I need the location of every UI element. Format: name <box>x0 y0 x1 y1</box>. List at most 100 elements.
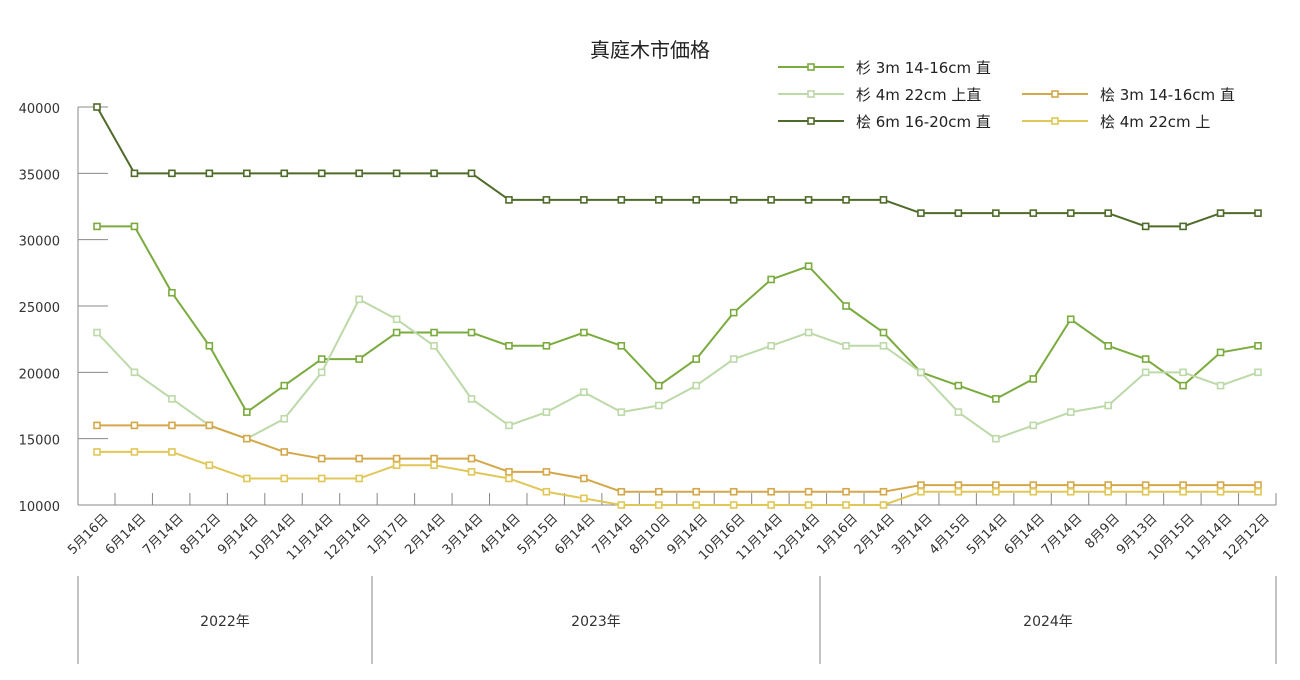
data-point <box>580 388 588 397</box>
series-4 <box>93 421 1262 496</box>
data-point <box>93 222 101 231</box>
data-point <box>243 408 251 416</box>
data-point <box>205 461 214 470</box>
data-point <box>542 196 551 204</box>
data-point <box>617 487 626 496</box>
x-tick-label: 8月10日 <box>627 511 674 558</box>
data-point <box>1216 487 1225 496</box>
x-tick-label: 1月17日 <box>365 511 412 558</box>
data-point <box>617 341 626 350</box>
series-line <box>97 450 1258 506</box>
data-point <box>1216 481 1225 489</box>
data-point <box>130 169 139 178</box>
data-point <box>430 169 438 178</box>
data-point <box>1254 368 1262 377</box>
data-point <box>804 196 813 204</box>
data-point <box>317 454 326 463</box>
data-point <box>1216 381 1225 390</box>
data-point <box>954 209 963 217</box>
data-point <box>505 421 513 430</box>
data-point <box>729 308 738 317</box>
year-groups: 2022年 2023年 2024年 <box>77 576 1277 664</box>
data-point <box>280 448 289 456</box>
data-point <box>767 501 775 509</box>
data-point <box>93 448 101 456</box>
data-point <box>804 501 813 509</box>
data-point <box>617 408 626 416</box>
data-point <box>842 487 850 496</box>
data-point <box>1179 487 1187 496</box>
data-point <box>467 454 476 463</box>
data-point <box>992 395 1000 403</box>
data-point <box>917 481 925 489</box>
data-point <box>1104 209 1112 217</box>
data-point <box>617 196 626 204</box>
data-point <box>467 169 476 178</box>
x-tick-label: 5月16日 <box>65 511 112 558</box>
data-point <box>168 421 176 430</box>
data-point <box>1066 209 1075 217</box>
legend-marker <box>807 63 815 71</box>
data-point <box>392 461 401 470</box>
data-point <box>355 295 363 304</box>
data-point <box>467 328 476 337</box>
series-5 <box>93 448 1262 509</box>
x-tick-label: 8月12日 <box>178 511 225 558</box>
legend-item: 杉 3m 14-16cm 直 <box>778 59 991 77</box>
legend: 杉 3m 14-16cm 直杉 4m 22cm 上直桧 6m 16-20cm 直… <box>778 59 1235 131</box>
data-point <box>804 487 813 496</box>
data-point <box>992 487 1000 496</box>
legend-label: 桧 4m 22cm 上 <box>1100 113 1210 131</box>
data-point <box>729 196 738 204</box>
year-label: 2023年 <box>571 614 621 630</box>
data-point <box>243 434 251 443</box>
data-point <box>1254 341 1262 350</box>
data-point <box>1066 487 1075 496</box>
y-tick-label: 35000 <box>19 168 60 183</box>
series-1 <box>93 222 1262 416</box>
data-point <box>542 487 551 496</box>
data-point <box>1179 481 1187 489</box>
y-tick-label: 25000 <box>19 301 60 316</box>
data-point <box>954 381 963 390</box>
chart-title: 真庭木市価格 <box>590 38 710 62</box>
data-point <box>580 494 588 503</box>
data-point <box>280 169 289 178</box>
data-point <box>355 355 363 363</box>
x-tick-label: 3月14日 <box>889 511 936 558</box>
x-tick-label: 4月14日 <box>477 511 524 558</box>
data-point <box>1029 487 1038 496</box>
data-point <box>1254 487 1262 496</box>
data-point <box>692 196 701 204</box>
data-point <box>93 421 101 430</box>
data-point <box>317 169 326 178</box>
series-2 <box>93 295 1262 443</box>
data-point <box>467 468 476 476</box>
data-point <box>205 421 214 430</box>
y-tick-label: 30000 <box>19 235 60 250</box>
data-point <box>1141 481 1150 489</box>
legend-item: 桧 4m 22cm 上 <box>1022 113 1210 131</box>
data-point <box>1104 341 1112 350</box>
data-point <box>130 368 139 377</box>
x-tick-label: 3月14日 <box>440 511 487 558</box>
legend-item: 桧 6m 16-20cm 直 <box>778 113 991 131</box>
data-point <box>842 341 850 350</box>
data-point <box>168 169 176 178</box>
data-point <box>467 395 476 403</box>
data-point <box>954 408 963 416</box>
x-tick-label: 7月14日 <box>140 511 187 558</box>
legend-marker <box>807 90 815 98</box>
data-point <box>130 222 139 231</box>
data-point <box>1216 209 1225 217</box>
data-point <box>580 474 588 483</box>
data-point <box>1141 368 1150 377</box>
data-point <box>1179 222 1187 231</box>
data-point <box>804 262 813 271</box>
data-point <box>1104 487 1112 496</box>
data-point <box>430 328 438 337</box>
data-point <box>879 501 888 509</box>
data-point <box>729 487 738 496</box>
x-tick-label: 7月14日 <box>1039 511 1086 558</box>
x-tick-label: 1月16日 <box>814 511 861 558</box>
